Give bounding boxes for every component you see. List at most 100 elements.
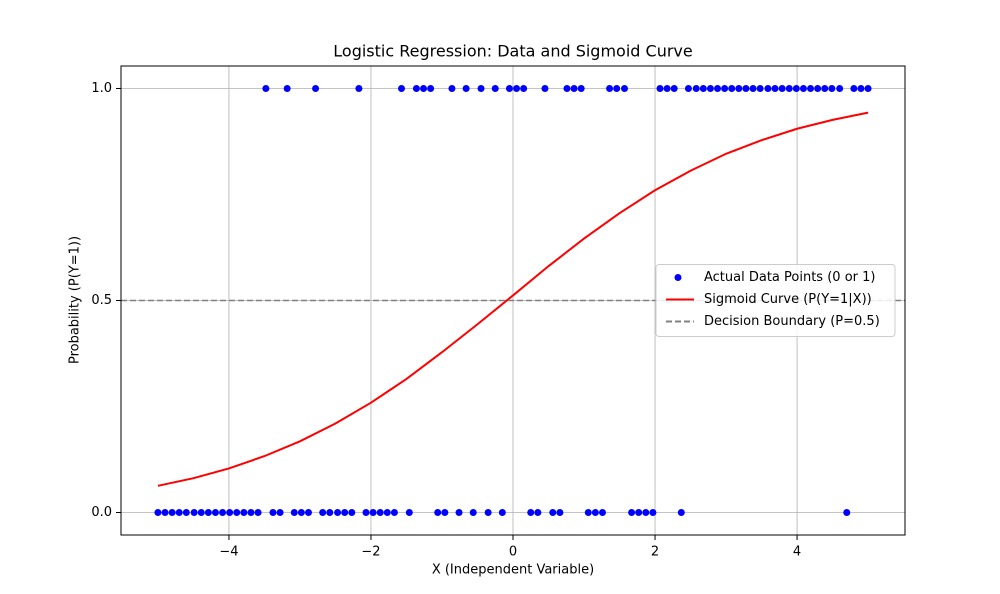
sigmoid-curve [157, 111, 869, 487]
data-point [807, 84, 815, 92]
y-tick-label: 0.0 [91, 505, 112, 520]
data-point [799, 84, 807, 92]
data-point [699, 84, 707, 92]
x-tick-label: 0 [509, 545, 517, 560]
data-point [269, 509, 277, 517]
data-point [341, 509, 349, 517]
data-point [455, 509, 463, 517]
data-point [584, 509, 592, 517]
x-tick-label: −4 [219, 545, 238, 560]
data-point [197, 509, 205, 517]
data-point [821, 84, 829, 92]
data-point [469, 509, 477, 517]
data-point [491, 84, 499, 92]
data-point [756, 84, 764, 92]
data-point [771, 84, 779, 92]
data-point [663, 84, 671, 92]
y-tick-label: 0.5 [91, 293, 112, 308]
legend-swatch [674, 274, 682, 281]
data-point [348, 509, 356, 517]
data-point [434, 509, 442, 517]
data-point [326, 509, 334, 517]
data-point [175, 509, 183, 517]
x-tick-label: −2 [361, 545, 380, 560]
data-point [534, 509, 542, 517]
data-point [642, 509, 650, 517]
data-point [549, 509, 557, 517]
data-point [836, 84, 844, 92]
data-point [742, 84, 750, 92]
data-point [677, 509, 685, 517]
data-point [219, 509, 227, 517]
data-point [864, 84, 872, 92]
data-point [850, 84, 858, 92]
data-point [563, 84, 571, 92]
data-point [441, 509, 449, 517]
legend-label: Actual Data Points (0 or 1) [704, 270, 875, 285]
data-point [735, 84, 743, 92]
data-point [376, 509, 384, 517]
data-point [226, 509, 234, 517]
data-point [778, 84, 786, 92]
data-point [857, 84, 865, 92]
data-point [240, 509, 248, 517]
legend-label: Decision Boundary (P=0.5) [704, 314, 880, 329]
data-point [570, 84, 578, 92]
legend-box [655, 264, 896, 337]
data-point [620, 84, 628, 92]
data-point [405, 509, 413, 517]
data-point [334, 509, 342, 517]
data-point [182, 509, 190, 517]
x-axis-label: X (Independent Variable) [432, 563, 594, 578]
data-point [764, 84, 772, 92]
data-point [484, 509, 492, 517]
data-point [355, 84, 363, 92]
data-point [168, 509, 176, 517]
data-point [556, 509, 564, 517]
data-point [635, 509, 643, 517]
data-point [721, 84, 729, 92]
data-point [498, 509, 506, 517]
legend-label: Sigmoid Curve (P(Y=1|X)) [704, 292, 872, 307]
data-point [706, 84, 714, 92]
data-point [154, 509, 162, 517]
data-point [247, 509, 255, 517]
data-point [276, 509, 284, 517]
data-point [254, 509, 262, 517]
data-point [312, 84, 320, 92]
data-point [427, 84, 435, 92]
data-point [520, 84, 528, 92]
data-point [398, 84, 406, 92]
data-point [211, 509, 219, 517]
data-point [383, 509, 391, 517]
data-point [606, 84, 614, 92]
data-point [541, 84, 549, 92]
data-point [814, 84, 822, 92]
x-tick-label: 2 [651, 545, 659, 560]
data-point [670, 84, 678, 92]
data-point [448, 84, 456, 92]
data-point [190, 509, 198, 517]
data-point [161, 509, 169, 517]
data-point [656, 84, 664, 92]
data-point [591, 509, 599, 517]
x-tick-label: 4 [793, 545, 801, 560]
data-point [233, 509, 241, 517]
data-point [505, 84, 513, 92]
plot-frame [120, 65, 906, 536]
y-tick-label: 1.0 [91, 81, 112, 96]
data-point [649, 509, 657, 517]
data-point [462, 84, 470, 92]
data-point [412, 84, 420, 92]
data-point [304, 509, 312, 517]
data-point [613, 84, 621, 92]
data-point [390, 509, 398, 517]
data-point [319, 509, 327, 517]
data-point [628, 509, 636, 517]
data-point [477, 84, 485, 92]
data-point [420, 84, 428, 92]
data-point [598, 509, 606, 517]
y-axis-label: Probability (P(Y=1)) [68, 236, 83, 364]
